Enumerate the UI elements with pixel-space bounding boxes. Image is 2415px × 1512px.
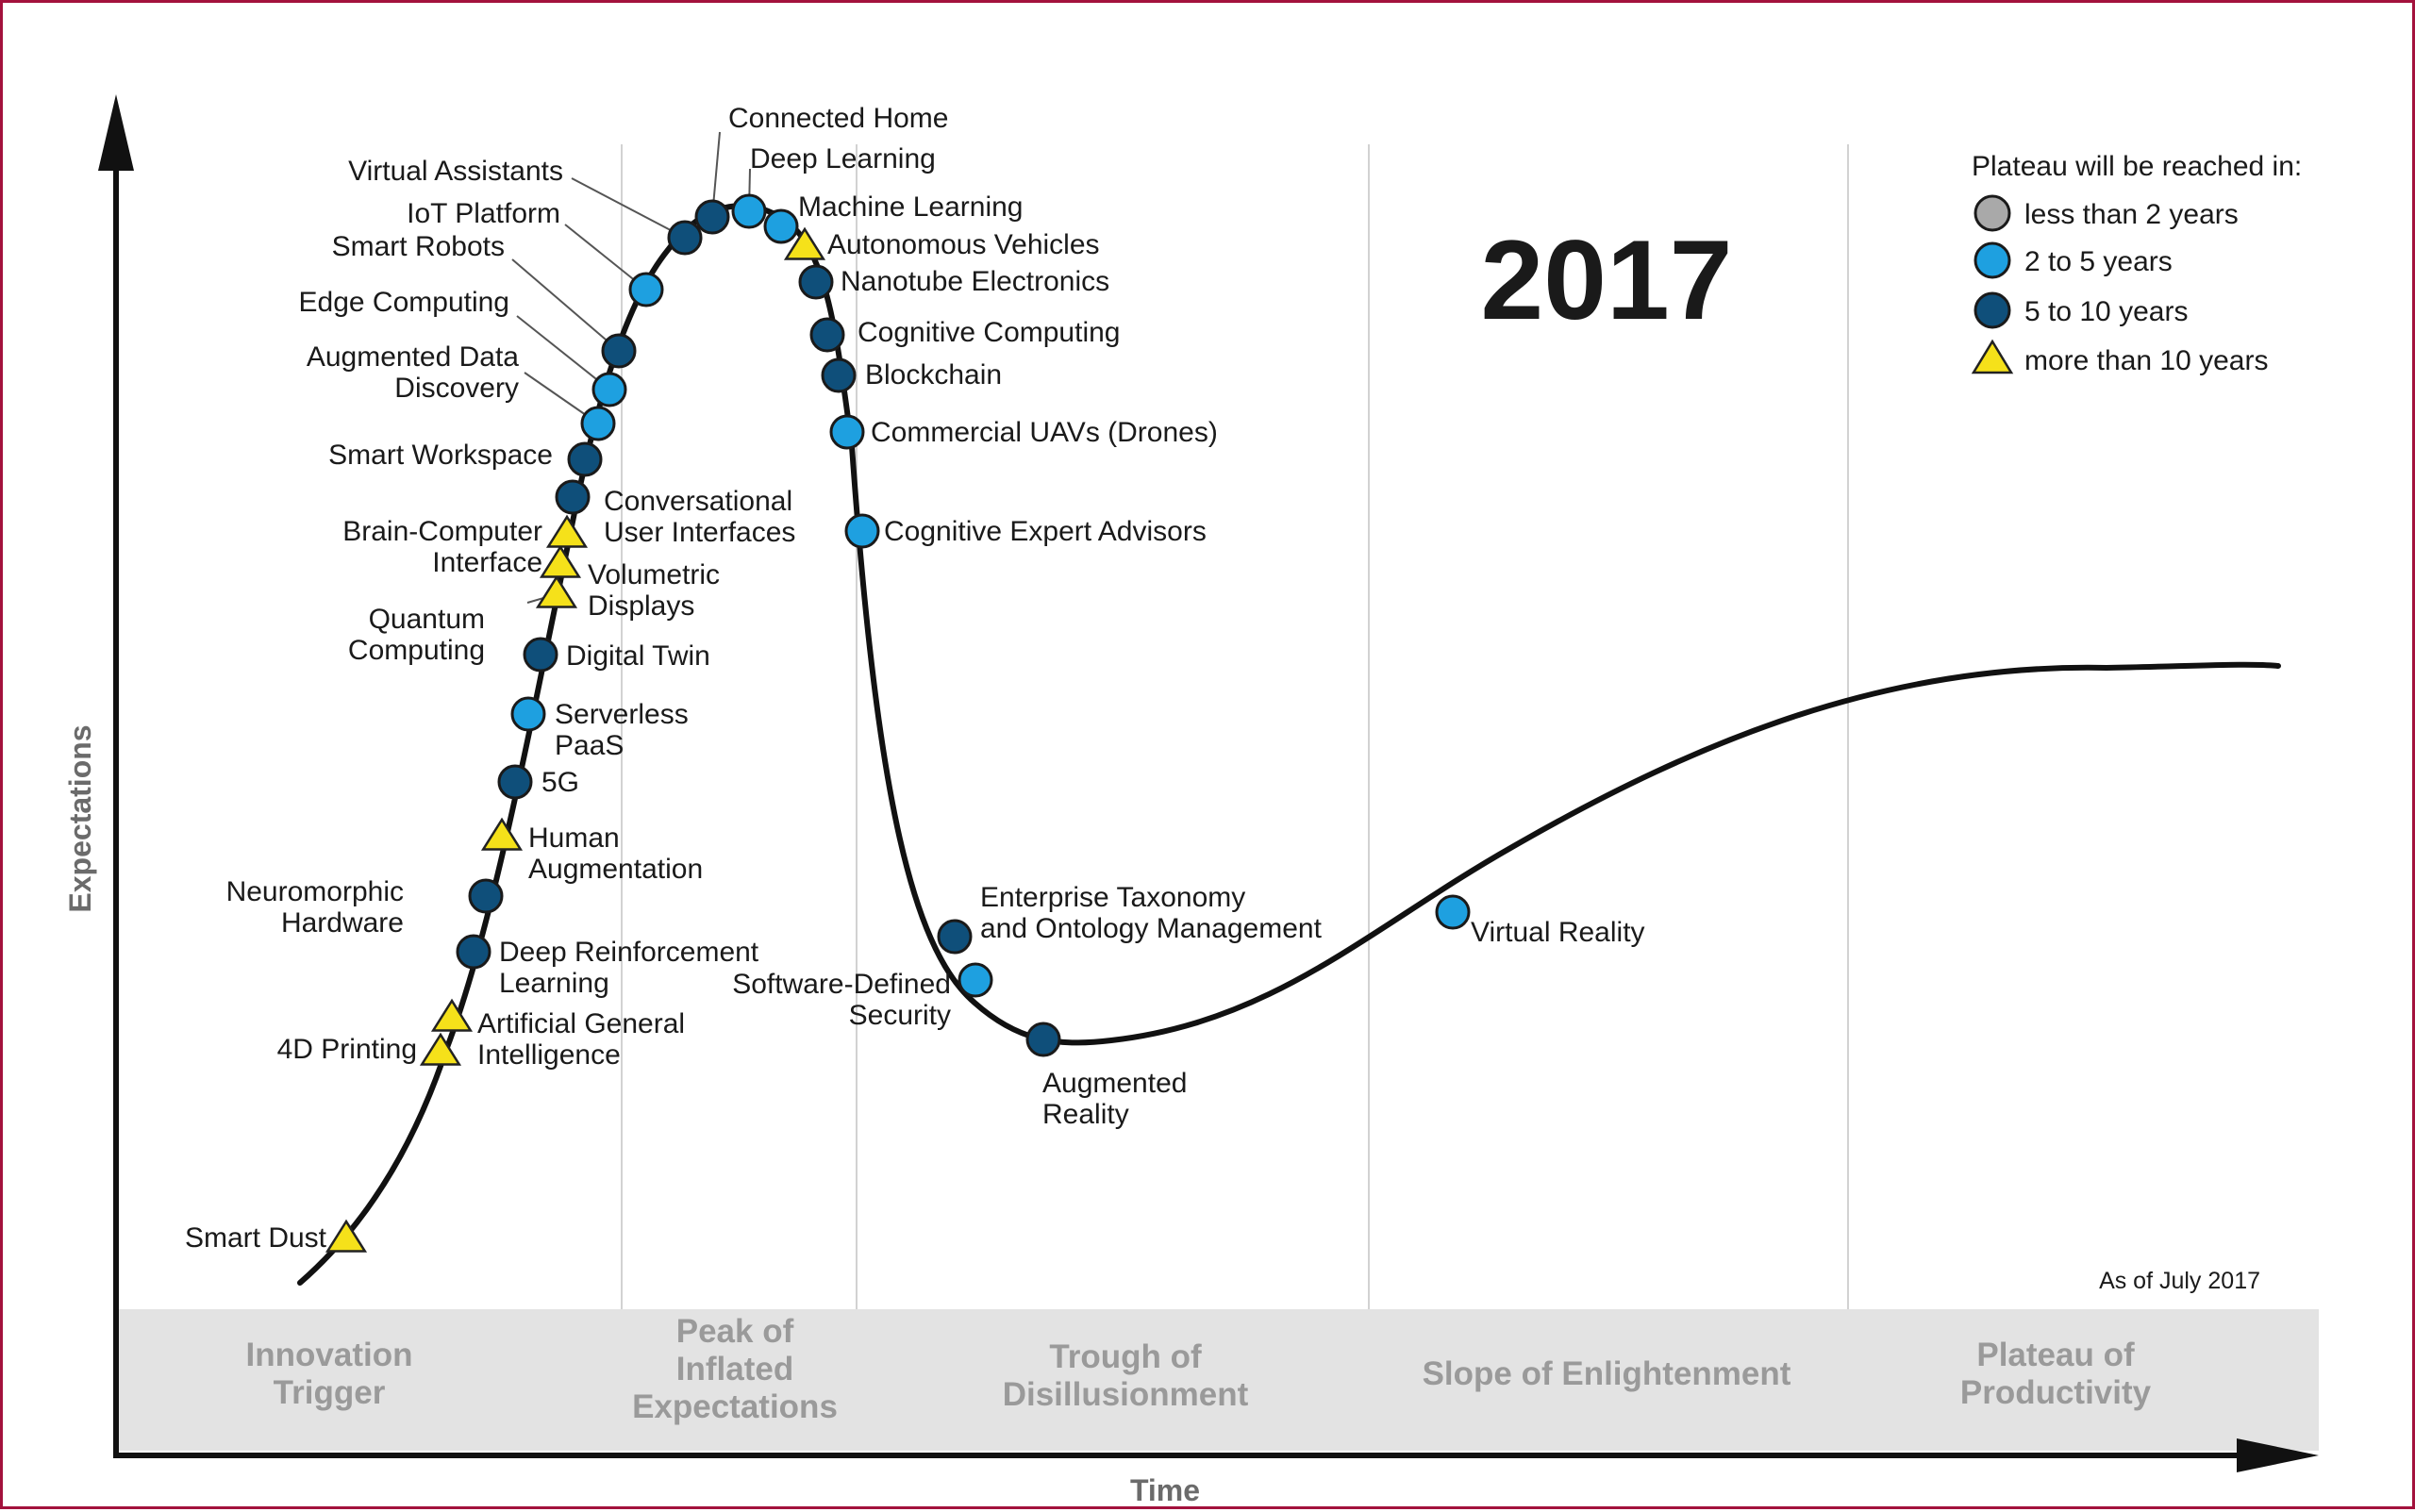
leader-line-smart-robots (511, 258, 620, 352)
legend-swatch-5-to-10-years (1974, 291, 2011, 329)
marker-augmented-reality (1025, 1022, 1061, 1057)
x-axis-arrow (2237, 1438, 2319, 1472)
marker-brain-computer-interface (545, 514, 589, 548)
label-conversational-user-interfaces: Conversational User Interfaces (604, 486, 795, 548)
marker-virtual-assistants (667, 220, 703, 256)
label-quantum-computing: Quantum Computing (348, 604, 485, 666)
label-digital-twin: Digital Twin (566, 640, 710, 672)
leader-line-edge-computing (516, 315, 610, 390)
label-nanotube-electronics: Nanotube Electronics (841, 266, 1109, 297)
marker-virtual-reality (1435, 894, 1471, 930)
label-commercial-uavs-drones: Commercial UAVs (Drones) (871, 417, 1218, 448)
phase-slope-of-enlightenment: Slope of Enlightenment (1423, 1355, 1791, 1392)
label-serverless-paas: Serverless PaaS (555, 699, 689, 761)
label-4d-printing: 4D Printing (277, 1034, 417, 1065)
marker-cognitive-expert-advisors (844, 513, 880, 549)
marker-enterprise-taxonomy-and-ontology-management (937, 919, 973, 955)
label-software-defined-security: Software-Defined Security (732, 969, 951, 1031)
marker-edge-computing (591, 372, 627, 407)
label-edge-computing: Edge Computing (299, 287, 509, 318)
legend-swatch-more-than-10-years (1971, 339, 2014, 374)
marker-4d-printing (419, 1032, 462, 1066)
label-volumetric-displays: Volumetric Displays (588, 559, 720, 622)
legend-label-5-to-10-years: 5 to 10 years (2024, 296, 2188, 327)
label-smart-robots: Smart Robots (332, 231, 505, 262)
marker-cognitive-computing (809, 317, 845, 353)
x-axis-title: Time (1130, 1473, 1200, 1507)
label-autonomous-vehicles: Autonomous Vehicles (827, 229, 1100, 260)
marker-nanotube-electronics (798, 264, 834, 300)
marker-smart-robots (601, 333, 637, 369)
hype-curve (297, 203, 2281, 1286)
as-of-date: As of July 2017 (2099, 1268, 2260, 1294)
marker-serverless-paas (510, 696, 546, 732)
marker-commercial-uavs-drones (829, 414, 865, 450)
marker-conversational-user-interfaces (555, 479, 591, 515)
marker-augmented-data-discovery (580, 406, 616, 441)
chart-year-title: 2017 (1481, 217, 1733, 343)
label-artificial-general-intelligence: Artificial General Intelligence (477, 1008, 685, 1071)
label-cognitive-computing: Cognitive Computing (858, 317, 1120, 348)
label-augmented-data-discovery: Augmented Data Discovery (307, 341, 519, 404)
legend-label-2-to-5-years: 2 to 5 years (2024, 246, 2173, 277)
marker-blockchain (821, 357, 857, 393)
phase-trough-of-disillusionment: Trough of Disillusionment (1003, 1338, 1249, 1413)
hype-cycle-diagram: Smart Dust 4D Printing Artificial General I… (63, 94, 2319, 1507)
marker-smart-dust (325, 1219, 368, 1253)
marker-digital-twin (523, 637, 558, 673)
phase-plateau-of-productivity: Plateau of Productivity (1960, 1337, 2152, 1411)
legend-title: Plateau will be reached in: (1972, 151, 2302, 182)
label-smart-dust: Smart Dust (185, 1222, 327, 1254)
marker-autonomous-vehicles (783, 226, 826, 260)
label-cognitive-expert-advisors: Cognitive Expert Advisors (884, 516, 1207, 547)
marker-machine-learning (763, 208, 799, 244)
label-5g: 5G (541, 767, 579, 798)
marker-neuromorphic-hardware (468, 878, 504, 914)
label-iot-platform: IoT Platform (407, 198, 560, 229)
phase-peak-of-inflated-expectations: Peak of Inflated Expectations (632, 1313, 838, 1425)
y-axis-title: Expectations (63, 724, 97, 912)
label-human-augmentation: Human Augmentation (528, 822, 703, 885)
marker-5g (497, 764, 533, 800)
label-brain-computer-interface: Brain-Computer Interface (342, 516, 542, 578)
marker-deep-reinforcement-learning (456, 934, 491, 970)
label-augmented-reality: Augmented Reality (1042, 1068, 1187, 1130)
marker-artificial-general-intelligence (430, 998, 474, 1032)
label-machine-learning: Machine Learning (798, 191, 1024, 223)
label-virtual-reality: Virtual Reality (1471, 917, 1645, 948)
marker-connected-home (694, 199, 730, 235)
marker-software-defined-security (958, 962, 993, 998)
legend-label-more-than-10-years: more than 10 years (2024, 345, 2268, 376)
marker-volumetric-displays (539, 544, 582, 578)
marker-human-augmentation (480, 817, 524, 851)
label-neuromorphic-hardware: Neuromorphic Hardware (226, 876, 404, 939)
marker-quantum-computing (535, 574, 578, 608)
legend-swatch-2-to-5-years (1974, 241, 2011, 279)
label-smart-workspace: Smart Workspace (328, 440, 553, 471)
legend-label-less-than-2-years: less than 2 years (2024, 199, 2239, 230)
leader-line-virtual-assistants (571, 177, 686, 239)
legend-swatch-less-than-2-years (1974, 194, 2011, 232)
label-blockchain: Blockchain (865, 359, 1002, 390)
label-virtual-assistants: Virtual Assistants (348, 156, 563, 187)
label-deep-learning: Deep Learning (750, 143, 936, 174)
y-axis-arrow (98, 94, 134, 171)
marker-iot-platform (628, 272, 664, 307)
phase-innovation-trigger: Innovation Trigger (246, 1337, 413, 1411)
label-enterprise-taxonomy-and-ontology-management: Enterprise Taxonomy and Ontology Manageme… (980, 882, 1323, 944)
label-connected-home: Connected Home (728, 103, 948, 134)
label-deep-reinforcement-learning: Deep Reinforcement Learning (499, 937, 759, 999)
marker-smart-workspace (567, 441, 603, 477)
marker-deep-learning (731, 193, 767, 229)
phase-band (116, 1309, 2319, 1451)
